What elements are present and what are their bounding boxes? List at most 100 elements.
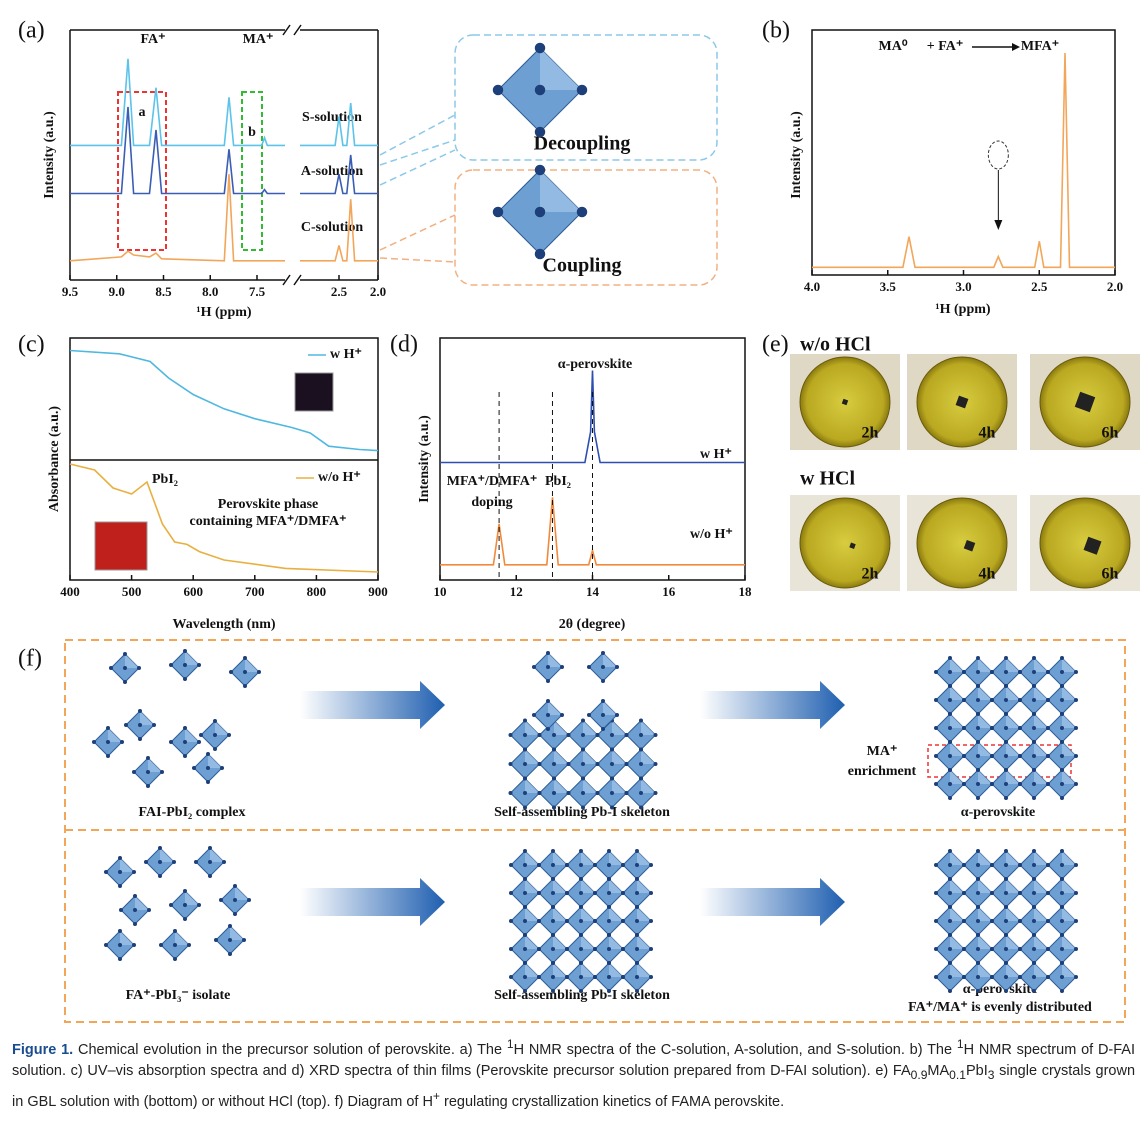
atom [104,870,108,874]
atom [158,846,162,850]
octahedron-face [185,728,199,742]
atom [1018,698,1022,702]
octahedron-face [120,931,134,945]
octahedron-face [1034,714,1048,728]
atom [1004,877,1008,881]
atom [552,776,556,781]
octahedron-face [135,896,149,910]
atom [1046,863,1050,867]
atom [118,957,122,961]
octahedron-face [230,926,244,940]
x-tick-label: 500 [122,584,142,599]
x-tick-label: 4.0 [804,279,820,294]
connector [379,34,718,286]
atom [607,905,611,909]
octahedron-face [978,742,992,756]
spectrum [70,58,378,147]
octahedron-face [160,848,174,862]
atom [653,762,658,766]
octahedron-face [148,758,162,772]
atom [1074,670,1078,674]
octahedron-face [185,891,199,905]
caption-label: FAI-PbI₂ complex [139,805,246,820]
x-tick-label: 2.5 [1031,279,1048,294]
atom [208,860,212,864]
atom [976,712,980,716]
row-title: w HCl [800,468,855,490]
axis-break [293,274,302,286]
atom [649,947,653,951]
atom [610,762,614,766]
atom [976,796,980,800]
legend-label: w/o H⁺ [318,470,361,485]
octahedron-face [175,931,189,945]
atom [1004,768,1008,772]
process-arrow [700,681,845,729]
atom [1032,754,1036,758]
atom [158,874,162,878]
atom [579,877,583,881]
atom [213,747,217,751]
atom [1004,684,1008,688]
atom [1004,782,1008,786]
caption-text: regulating crystallization kinetics of F… [439,1093,785,1110]
atom [1074,726,1078,730]
atom [243,684,247,688]
annotation: MFA⁺/DMFA⁺ [447,474,537,489]
atom [1032,768,1036,772]
atom [1004,849,1008,853]
atom [565,919,569,923]
atom [146,784,150,788]
caption-text: Figure 1. [12,1041,74,1058]
octahedron-face [1062,935,1076,949]
atom [653,733,658,737]
atom [213,733,217,737]
atom [552,747,556,752]
atom [934,754,938,758]
atom [551,863,555,867]
atom [576,84,588,96]
octahedron-face [1062,658,1076,672]
octahedron-face [525,720,540,735]
octahedron-face [583,778,598,793]
caption-label: FA⁺/MA⁺ is evenly distributed [908,1000,1092,1015]
atom [133,922,137,926]
y-axis-label: Intensity (a.u.) [789,111,804,199]
legend-label: w/o H⁺ [690,527,733,542]
atom [132,870,136,874]
atom [1060,656,1064,660]
atom [948,768,952,772]
octahedron-face [548,653,562,667]
atom [624,762,629,766]
octahedron-face [1034,963,1048,977]
panel-label: (c) [18,332,45,358]
figure-caption: Figure 1. Chemical evolution in the prec… [12,1034,1135,1113]
octahedron-face [978,658,992,672]
octahedron-face [1062,686,1076,700]
atom [118,884,122,888]
atom [138,709,142,713]
atom [1032,849,1036,853]
atom [509,891,513,895]
caption-label: Self-assembling Pb-I skeleton [494,988,670,1003]
atom [492,206,504,218]
atom [624,791,629,795]
annotation: MA⁺ [243,32,274,47]
atom [1060,712,1064,716]
atom [566,762,571,766]
atom [560,713,564,717]
atom [229,670,233,674]
atom [551,905,555,909]
legend-label: w H⁺ [700,447,732,462]
atom [579,919,583,923]
atom [565,975,569,979]
atom [962,782,966,786]
octahedron-face [603,701,617,715]
atom [169,740,173,744]
x-tick-label: 2.0 [1107,279,1123,294]
annotation: MFA⁺ [1021,39,1059,54]
atom [1004,698,1008,702]
atom [523,989,527,993]
y-axis-label: Absorbance (a.u.) [47,406,62,513]
atom [1004,989,1008,993]
